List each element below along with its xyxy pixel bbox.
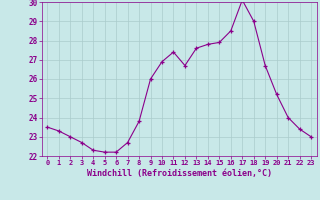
X-axis label: Windchill (Refroidissement éolien,°C): Windchill (Refroidissement éolien,°C) [87, 169, 272, 178]
